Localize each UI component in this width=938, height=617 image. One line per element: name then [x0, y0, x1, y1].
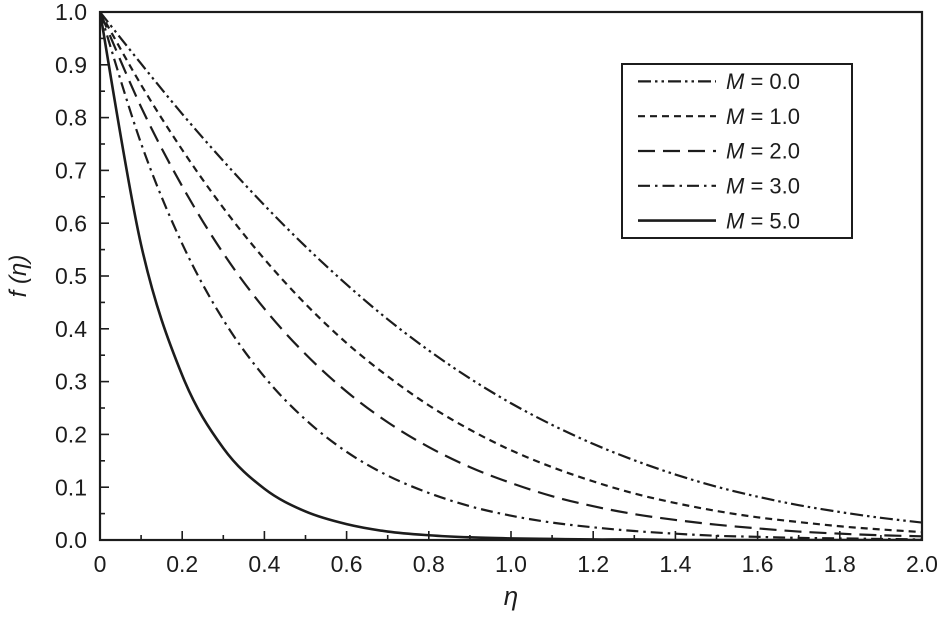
- x-tick-label: 0: [94, 551, 107, 577]
- y-tick-label: 0.1: [55, 474, 87, 500]
- y-tick-label: 0.9: [55, 52, 87, 78]
- x-tick-label: 1.4: [659, 551, 691, 577]
- x-tick-label: 1.8: [824, 551, 856, 577]
- y-axis-label: f (η): [5, 255, 32, 298]
- y-tick-label: 1.0: [55, 0, 87, 25]
- x-tick-label: 0.8: [413, 551, 445, 577]
- x-tick-label: 1.2: [577, 551, 609, 577]
- legend-entry-label: M = 5.0: [726, 208, 800, 233]
- x-tick-label: 1.0: [495, 551, 527, 577]
- legend-entry-label: M = 1.0: [726, 104, 800, 129]
- x-tick-label: 0.2: [166, 551, 198, 577]
- y-tick-label: 0.8: [55, 105, 87, 131]
- x-tick-label: 0.6: [331, 551, 363, 577]
- x-tick-label: 0.4: [248, 551, 280, 577]
- curve-series-4: [100, 12, 922, 540]
- y-tick-label: 0.7: [55, 157, 87, 183]
- x-tick-label: 2.0: [906, 551, 938, 577]
- legend-entry-label: M = 2.0: [726, 139, 800, 164]
- y-tick-label: 0.3: [55, 369, 87, 395]
- x-tick-label: 1.6: [742, 551, 774, 577]
- legend: M = 0.0 M = 1.0 M = 2.0 M = 3.0 M = 5.0: [621, 63, 853, 239]
- x-tick-labels: 0 0.2 0.4 0.6 0.8 1.0 1.2 1.4 1.6 1.8 2.0: [94, 551, 938, 577]
- y-tick-label: 0.4: [55, 316, 87, 342]
- y-tick-label: 0.0: [55, 527, 87, 553]
- legend-entry-label: M = 3.0: [726, 174, 800, 199]
- y-tick-label: 0.6: [55, 210, 87, 236]
- legend-box: [621, 63, 853, 239]
- x-axis-label: η: [504, 581, 518, 611]
- legend-entry-label: M = 0.0: [726, 69, 800, 94]
- y-tick-label: 0.5: [55, 263, 87, 289]
- plot-frame: [98, 10, 924, 542]
- curves: [100, 12, 922, 540]
- y-tick-label: 0.2: [55, 421, 87, 447]
- curve-series-3: [100, 12, 922, 540]
- curve-series-0: [100, 12, 922, 524]
- y-tick-labels: 0.0 0.1 0.2 0.3 0.4 0.5 0.6 0.7 0.8 0.9 1.0: [55, 0, 87, 553]
- curve-series-1: [100, 12, 922, 534]
- curve-series-2: [100, 12, 922, 538]
